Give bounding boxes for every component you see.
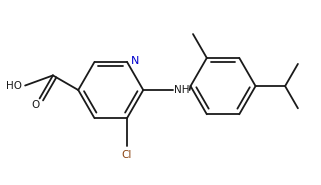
Text: NH: NH — [174, 85, 189, 95]
Text: O: O — [31, 100, 40, 110]
Text: HO: HO — [6, 80, 22, 90]
Text: N: N — [131, 56, 139, 66]
Text: Cl: Cl — [122, 150, 132, 160]
